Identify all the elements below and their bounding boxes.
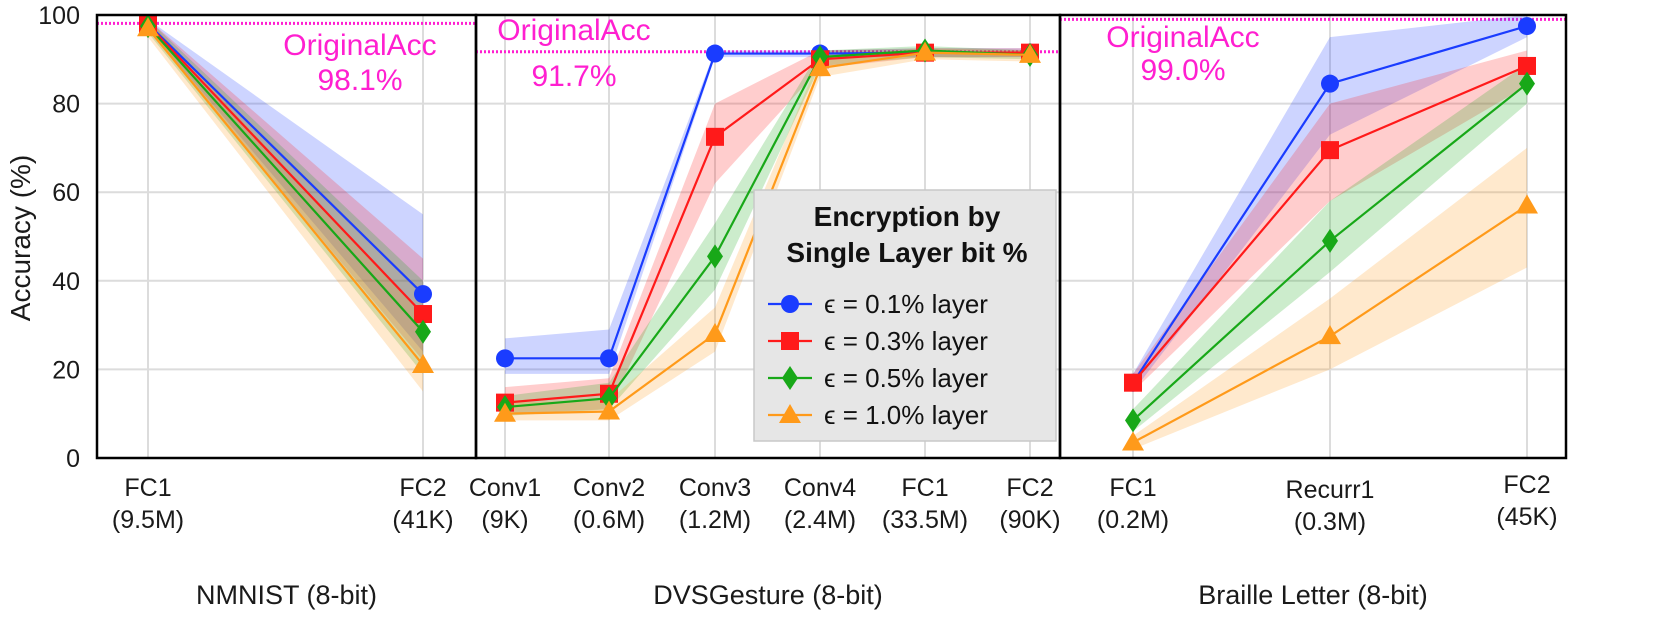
y-axis-label: Accuracy (%) <box>5 155 36 321</box>
series-line-eps-0-5 <box>147 25 424 333</box>
band-eps-0-3 <box>505 48 1030 414</box>
legend: Encryption by Single Layer bit % ϵ = 0.1% … <box>753 189 1057 442</box>
y-tick-label: 0 <box>66 445 80 473</box>
legend-entry: ϵ = 1.0% layer <box>824 400 988 430</box>
marker-eps-0-5 <box>707 244 723 269</box>
marker-eps-0-3 <box>706 127 724 146</box>
x-tick-sublabel: (2.4M) <box>784 506 856 534</box>
x-tick-sublabel: (90K) <box>999 506 1060 534</box>
panel-xlabel: NMNIST (8-bit) <box>196 580 377 610</box>
marker-eps-1-0 <box>704 322 726 342</box>
marker-eps-0-1 <box>1518 17 1536 36</box>
x-tick-label: FC2 <box>1006 474 1053 502</box>
series-line-eps-0-5 <box>504 49 1031 409</box>
y-tick-label: 20 <box>52 356 80 384</box>
x-tick-sublabel: (0.6M) <box>573 506 645 534</box>
original-acc-value: 98.1% <box>317 64 402 97</box>
marker-eps-1-0 <box>412 353 434 373</box>
x-tick-sublabel: (33.5M) <box>882 506 968 534</box>
x-tick-sublabel: (41K) <box>392 506 453 534</box>
marker-eps-1-0 <box>1319 325 1341 345</box>
x-tick-label: FC2 <box>399 474 446 502</box>
panel-xlabel: Braille Letter (8-bit) <box>1198 580 1428 610</box>
original-acc-label: OriginalAcc <box>497 14 650 47</box>
x-tick-label: Recurr1 <box>1286 476 1375 504</box>
x-tick-sublabel: (9.5M) <box>112 506 184 534</box>
legend-box <box>753 189 1057 442</box>
marker-eps-1-0 <box>137 17 159 37</box>
marker-eps-1-0 <box>1019 43 1041 63</box>
marker-eps-0-1 <box>1321 74 1339 93</box>
marker-eps-0-1 <box>496 349 514 368</box>
panel-2: Conv1 (9K) Conv2 (0.6M) Conv3 (1.2M) Conv4 (2.4… <box>469 13 1062 610</box>
x-tick-label: FC1 <box>124 474 171 502</box>
x-tick-sublabel: (0.2M) <box>1097 506 1169 534</box>
x-tick-label: FC1 <box>1109 474 1156 502</box>
x-tick-sublabel: (9K) <box>481 506 528 534</box>
marker-eps-0-3 <box>1124 373 1142 392</box>
legend-marker <box>781 332 799 350</box>
x-tick-sublabel: (45K) <box>1496 503 1557 531</box>
original-acc-value: 91.7% <box>531 60 616 93</box>
band-eps-1-0 <box>1133 147 1527 450</box>
marker-eps-0-5 <box>1322 228 1338 253</box>
x-tick-label: FC1 <box>901 474 948 502</box>
original-acc-label: OriginalAcc <box>283 29 436 62</box>
x-tick-label: Conv1 <box>469 474 541 502</box>
series-line-eps-0-3 <box>147 23 424 315</box>
x-tick-label: Conv3 <box>679 474 751 502</box>
legend-title: Single Layer bit % <box>786 237 1027 268</box>
marker-eps-0-5 <box>415 319 431 344</box>
marker-eps-0-1 <box>706 44 724 63</box>
y-tick-label: 80 <box>52 91 80 119</box>
marker-eps-0-3 <box>1518 56 1536 75</box>
x-tick-sublabel: (1.2M) <box>679 506 751 534</box>
legend-marker <box>779 404 801 423</box>
y-tick-label: 60 <box>52 179 80 207</box>
panel-1: FC1 (9.5M) FC2 (41K) NMNIST (8-bit) <box>95 13 478 610</box>
y-tick-label: 100 <box>38 2 80 30</box>
band-eps-0-1 <box>505 48 1030 374</box>
legend-entry: ϵ = 0.1% layer <box>824 289 988 319</box>
marker-eps-0-1 <box>414 285 432 304</box>
original-acc-label: OriginalAcc <box>1106 21 1259 54</box>
legend-title: Encryption by <box>814 201 1001 232</box>
band-eps-0-3 <box>1133 50 1527 392</box>
marker-eps-0-5 <box>601 386 617 411</box>
marker-eps-1-0 <box>1122 431 1144 451</box>
marker-eps-1-0 <box>1516 194 1538 214</box>
x-tick-sublabel: (0.3M) <box>1294 508 1366 536</box>
marker-eps-1-0 <box>914 41 936 61</box>
legend-entry: ϵ = 0.3% layer <box>824 326 988 356</box>
y-tick-label: 40 <box>52 268 80 296</box>
marker-eps-0-1 <box>600 349 618 368</box>
marker-eps-1-0 <box>494 402 516 422</box>
original-acc-value: 99.0% <box>1140 54 1225 87</box>
band-eps-0-3 <box>148 19 423 361</box>
marker-eps-0-5 <box>1519 71 1535 96</box>
x-tick-label: Conv4 <box>784 474 856 502</box>
panel-frame <box>1058 13 1568 460</box>
marker-eps-0-5 <box>1125 408 1141 433</box>
marker-eps-0-3 <box>414 305 432 324</box>
marker-eps-1-0 <box>598 400 620 420</box>
series-line-eps-0-1 <box>147 23 424 295</box>
legend-entry: ϵ = 0.5% layer <box>824 363 988 393</box>
panel-3: FC1 (0.2M) Recurr1 (0.3M) FC2 (45K) Braille Le… <box>1058 13 1568 610</box>
legend-marker <box>781 295 799 313</box>
legend-marker <box>782 366 798 390</box>
panel-xlabel: DVSGesture (8-bit) <box>653 580 883 610</box>
marker-eps-0-3 <box>1321 141 1339 160</box>
marker-eps-1-0 <box>809 57 831 77</box>
series-line-eps-1-0 <box>147 27 424 366</box>
x-tick-label: FC2 <box>1503 471 1550 499</box>
marker-eps-0-5 <box>812 45 828 70</box>
x-tick-label: Conv2 <box>573 474 645 502</box>
